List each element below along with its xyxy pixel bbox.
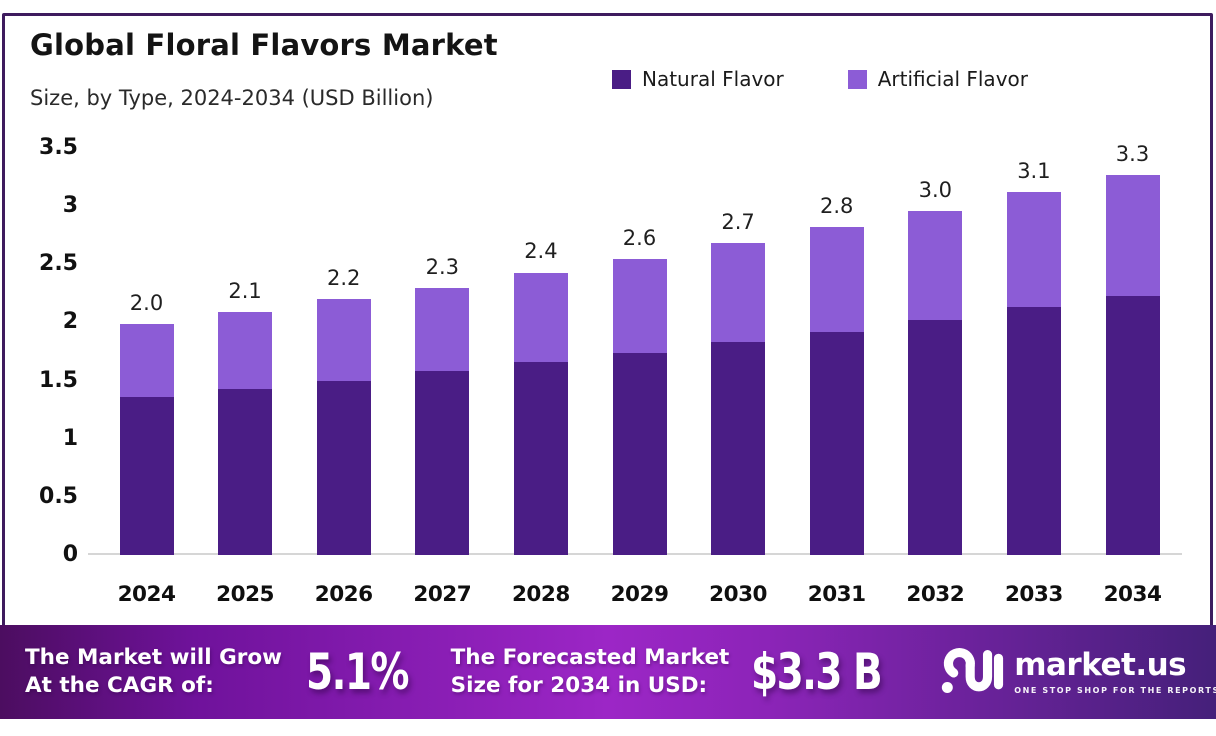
bar-group-2025 — [218, 312, 273, 555]
y-axis-label-3.5: 3.5 — [39, 135, 78, 160]
marketus-logo-tagline: ONE STOP SHOP FOR THE REPORTS — [1014, 685, 1216, 695]
bar-segment-artificial-2027 — [415, 287, 470, 372]
x-axis-label-2024: 2024 — [117, 582, 176, 607]
bar-group-2032 — [908, 210, 963, 555]
bar-segment-artificial-2032 — [908, 210, 963, 321]
bar-segment-natural-2034 — [1105, 295, 1160, 555]
legend-swatch-natural-icon — [612, 69, 631, 89]
bar-value-label-2027: 2.3 — [425, 254, 459, 279]
marketus-logo: market.us ONE STOP SHOP FOR THE REPORTS — [940, 643, 1216, 701]
bar-value-label-2026: 2.2 — [326, 266, 361, 291]
bar-group-2026 — [316, 299, 371, 555]
forecast-label-line2: Size for 2034 in USD: — [450, 673, 708, 698]
bar-group-2027 — [415, 287, 470, 555]
cagr-value: 5.1% — [305, 643, 409, 701]
cagr-label: The Market will Grow At the CAGR of: — [25, 644, 282, 701]
bar-segment-natural-2025 — [218, 388, 273, 555]
bar-value-label-2024: 2.0 — [129, 290, 164, 315]
page-subtitle: Size, by Type, 2024-2034 (USD Billion) — [30, 86, 434, 110]
bar-value-label-2028: 2.4 — [524, 239, 558, 264]
forecast-label-line1: The Forecasted Market — [450, 644, 730, 670]
bar-segment-natural-2032 — [908, 320, 963, 555]
bar-group-2029 — [612, 258, 667, 555]
bar-segment-natural-2029 — [612, 352, 667, 555]
x-axis-label-2026: 2026 — [314, 582, 373, 607]
x-axis-label-2028: 2028 — [511, 582, 570, 607]
bar-segment-artificial-2025 — [218, 312, 273, 389]
bar-group-2028 — [513, 272, 568, 555]
bar-segment-natural-2031 — [809, 331, 864, 555]
bar-segment-artificial-2033 — [1006, 192, 1061, 308]
bar-value-label-2030: 2.7 — [721, 210, 755, 235]
bar-segment-natural-2027 — [415, 371, 470, 555]
bar-group-2030 — [711, 243, 766, 555]
bar-group-2034 — [1105, 174, 1160, 555]
y-axis-label-1.5: 1.5 — [39, 367, 78, 393]
legend-entry-natural: Natural Flavor — [612, 67, 784, 91]
x-axis-label-2031: 2031 — [807, 582, 866, 607]
bar-group-2033 — [1006, 192, 1061, 555]
y-axis-label-2: 2 — [62, 309, 78, 335]
bar-value-label-2034: 3.3 — [1115, 141, 1150, 166]
x-axis-label-2033: 2033 — [1004, 582, 1063, 607]
bar-value-label-2025: 2.1 — [228, 279, 262, 303]
legend-label-artificial: Artificial Flavor — [877, 67, 1028, 91]
page-title: Global Floral Flavors Market — [30, 28, 498, 62]
y-axis-label-0.5: 0.5 — [39, 483, 78, 509]
footer-banner: The Market will Grow At the CAGR of: 5.1… — [0, 625, 1216, 719]
bar-segment-artificial-2034 — [1105, 174, 1160, 296]
bar-segment-artificial-2030 — [711, 243, 766, 343]
x-axis-label-2029: 2029 — [610, 582, 669, 607]
bar-segment-artificial-2026 — [316, 299, 371, 381]
x-axis-label-2025: 2025 — [216, 582, 275, 607]
bar-value-label-2033: 3.1 — [1017, 159, 1051, 184]
bar-segment-artificial-2031 — [809, 227, 864, 332]
x-axis-label-2034: 2034 — [1103, 582, 1162, 607]
marketus-logo-icon — [942, 648, 1004, 694]
forecast-label: The Forecasted Market Size for 2034 in U… — [451, 644, 730, 701]
y-axis-label-0: 0 — [62, 542, 78, 567]
y-axis-label-1: 1 — [62, 425, 78, 451]
bar-segment-natural-2030 — [711, 342, 766, 555]
bar-segment-artificial-2029 — [612, 258, 667, 353]
forecast-value: $3.3 B — [751, 643, 883, 701]
cagr-label-line2: At the CAGR of: — [25, 673, 214, 698]
x-axis-label-2027: 2027 — [413, 582, 472, 607]
y-axis-label-2.5: 2.5 — [39, 251, 78, 277]
bar-value-label-2029: 2.6 — [622, 225, 657, 250]
bar-segment-natural-2024 — [119, 396, 174, 555]
legend-label-natural: Natural Flavor — [642, 67, 784, 91]
legend-entry-artificial: Artificial Flavor — [847, 67, 1028, 91]
marketus-logo-name: market.us — [1014, 646, 1187, 683]
bar-segment-natural-2028 — [513, 362, 568, 555]
bar-group-2024 — [119, 323, 174, 555]
x-axis-label-2030: 2030 — [709, 582, 768, 607]
legend-swatch-artificial-icon — [847, 69, 867, 89]
marketus-logo-text: market.us ONE STOP SHOP FOR THE REPORTS — [1014, 646, 1216, 695]
bar-segment-natural-2033 — [1006, 307, 1061, 555]
y-axis-label-3: 3 — [62, 193, 78, 219]
bar-segment-artificial-2028 — [513, 272, 568, 362]
bar-group-2031 — [809, 227, 864, 555]
cagr-label-line1: The Market will Grow — [25, 644, 282, 670]
bar-value-label-2032: 3.0 — [918, 177, 952, 202]
bar-segment-artificial-2024 — [119, 323, 174, 397]
bar-value-label-2031: 2.8 — [819, 194, 854, 219]
bar-segment-natural-2026 — [316, 380, 371, 555]
legend: Natural Flavor Artificial Flavor — [612, 67, 1028, 91]
x-axis-label-2032: 2032 — [906, 582, 965, 607]
